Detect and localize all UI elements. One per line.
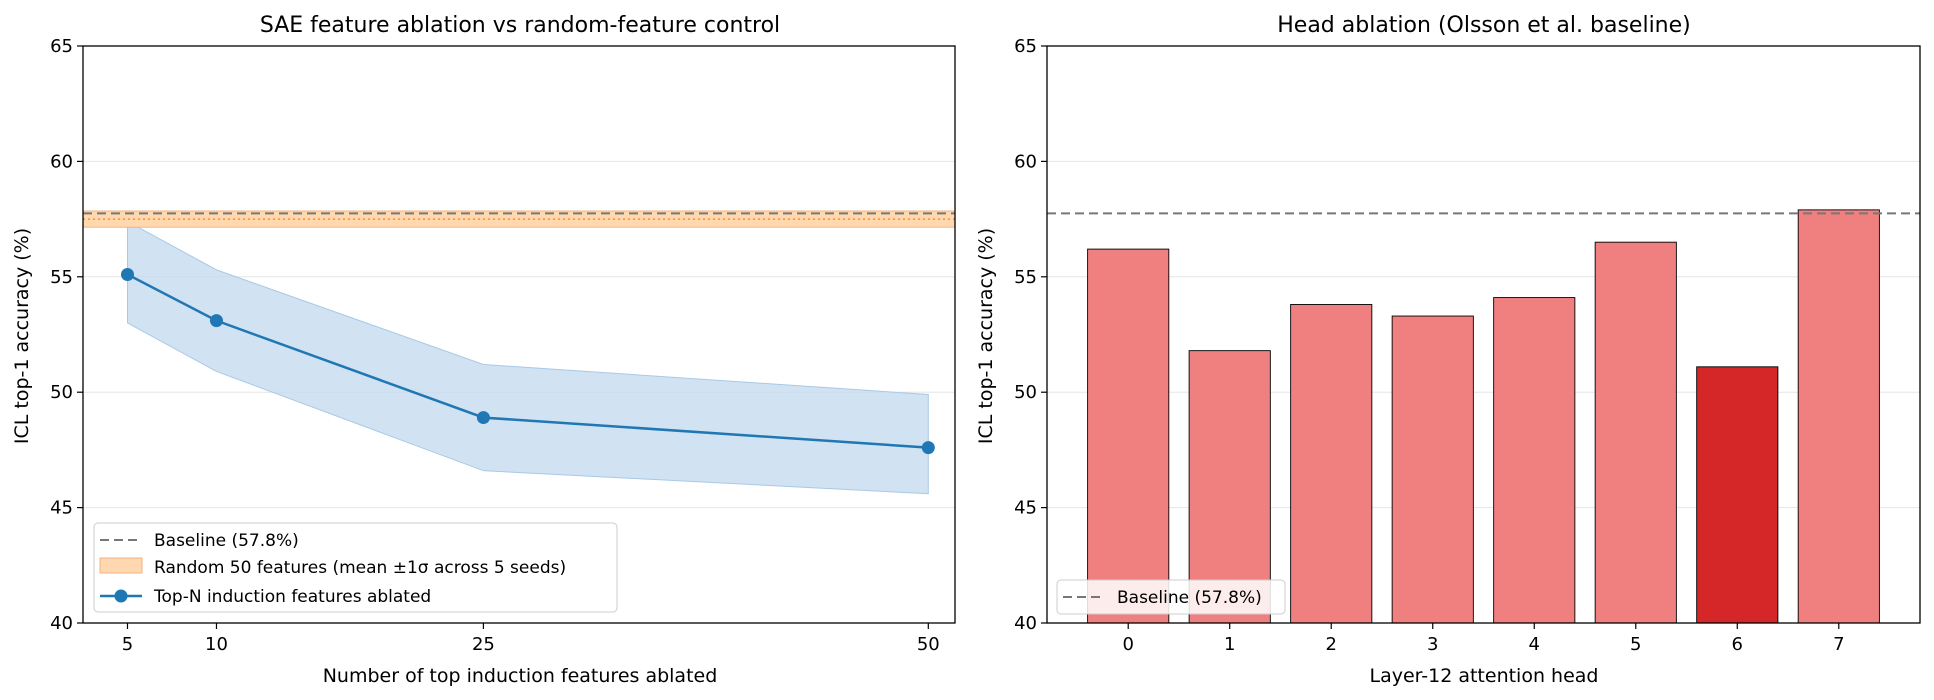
x-axis-label: Number of top induction features ablated xyxy=(323,665,718,687)
y-tick-label: 50 xyxy=(1014,382,1037,403)
y-axis-label: ICL top-1 accuracy (%) xyxy=(975,228,997,444)
x-tick-label: 1 xyxy=(1224,634,1235,655)
top-n-series-points xyxy=(120,267,935,455)
y-tick-label: 50 xyxy=(50,382,73,403)
y-tick-label: 40 xyxy=(1014,613,1037,634)
legend-topn-swatch-marker xyxy=(114,589,128,603)
y-tick-label: 65 xyxy=(50,36,73,57)
y-tick-label: 55 xyxy=(1014,267,1037,288)
y-tick-label: 40 xyxy=(50,613,73,634)
x-tick-label: 6 xyxy=(1732,634,1743,655)
bar xyxy=(1493,297,1576,624)
bar xyxy=(1696,366,1779,624)
y-tick-label: 55 xyxy=(50,267,73,288)
legend: Baseline (57.8%) xyxy=(1056,579,1286,615)
x-tick-label: 5 xyxy=(122,634,133,655)
x-axis-label: Layer-12 attention head xyxy=(1370,665,1599,687)
data-point xyxy=(209,314,223,328)
x-tick-label: 0 xyxy=(1122,634,1133,655)
legend-random-swatch xyxy=(99,557,143,574)
x-tick-label: 2 xyxy=(1326,634,1337,655)
y-tick-label: 45 xyxy=(50,498,73,519)
x-tick-label: 5 xyxy=(1630,634,1641,655)
bar xyxy=(1594,241,1677,624)
top-n-confidence-band xyxy=(126,220,929,495)
x-tick-label: 50 xyxy=(917,634,940,655)
chart-title: SAE feature ablation vs random-feature c… xyxy=(260,13,780,38)
data-point xyxy=(476,411,490,425)
legend-baseline-label: Baseline (57.8%) xyxy=(1117,588,1262,608)
x-tick-label: 10 xyxy=(205,634,228,655)
bars xyxy=(1087,209,1880,624)
data-point xyxy=(120,267,134,281)
x-tick-label: 3 xyxy=(1427,634,1438,655)
legend-baseline-label: Baseline (57.8%) xyxy=(154,531,299,551)
y-tick-label: 60 xyxy=(50,151,73,172)
x-ticks: 0 1 2 3 4 5 6 7 xyxy=(1122,623,1845,655)
bar xyxy=(1797,209,1880,624)
x-tick-label: 4 xyxy=(1529,634,1540,655)
x-ticks: 5 10 25 50 xyxy=(122,623,940,655)
bar xyxy=(1188,350,1271,624)
y-tick-label: 60 xyxy=(1014,151,1037,172)
legend-topn-label: Top-N induction features ablated xyxy=(153,587,431,607)
y-tick-label: 65 xyxy=(1014,36,1037,57)
x-tick-label: 7 xyxy=(1833,634,1844,655)
legend-box xyxy=(1056,579,1286,615)
legend-box xyxy=(93,522,618,613)
legend-random-label: Random 50 features (mean ±1σ across 5 se… xyxy=(154,558,566,578)
chart-title: Head ablation (Olsson et al. baseline) xyxy=(1277,13,1691,38)
left-chart: SAE feature ablation vs random-feature c… xyxy=(11,13,956,687)
data-point xyxy=(921,441,935,455)
bar xyxy=(1290,304,1373,624)
top-n-series-line xyxy=(126,273,929,449)
plot-frame xyxy=(1046,45,1921,624)
y-ticks: 40 45 50 55 60 65 xyxy=(1014,36,1047,634)
bar xyxy=(1391,315,1474,624)
right-chart: Head ablation (Olsson et al. baseline) 4… xyxy=(975,13,1921,687)
y-ticks: 40 45 50 55 60 65 xyxy=(50,36,83,634)
y-axis-label: ICL top-1 accuracy (%) xyxy=(11,228,33,444)
legend: Baseline (57.8%) Random 50 features (mea… xyxy=(93,522,618,613)
plot-frame xyxy=(82,45,956,624)
x-tick-label: 25 xyxy=(472,634,495,655)
y-tick-label: 45 xyxy=(1014,498,1037,519)
bar xyxy=(1087,248,1170,624)
